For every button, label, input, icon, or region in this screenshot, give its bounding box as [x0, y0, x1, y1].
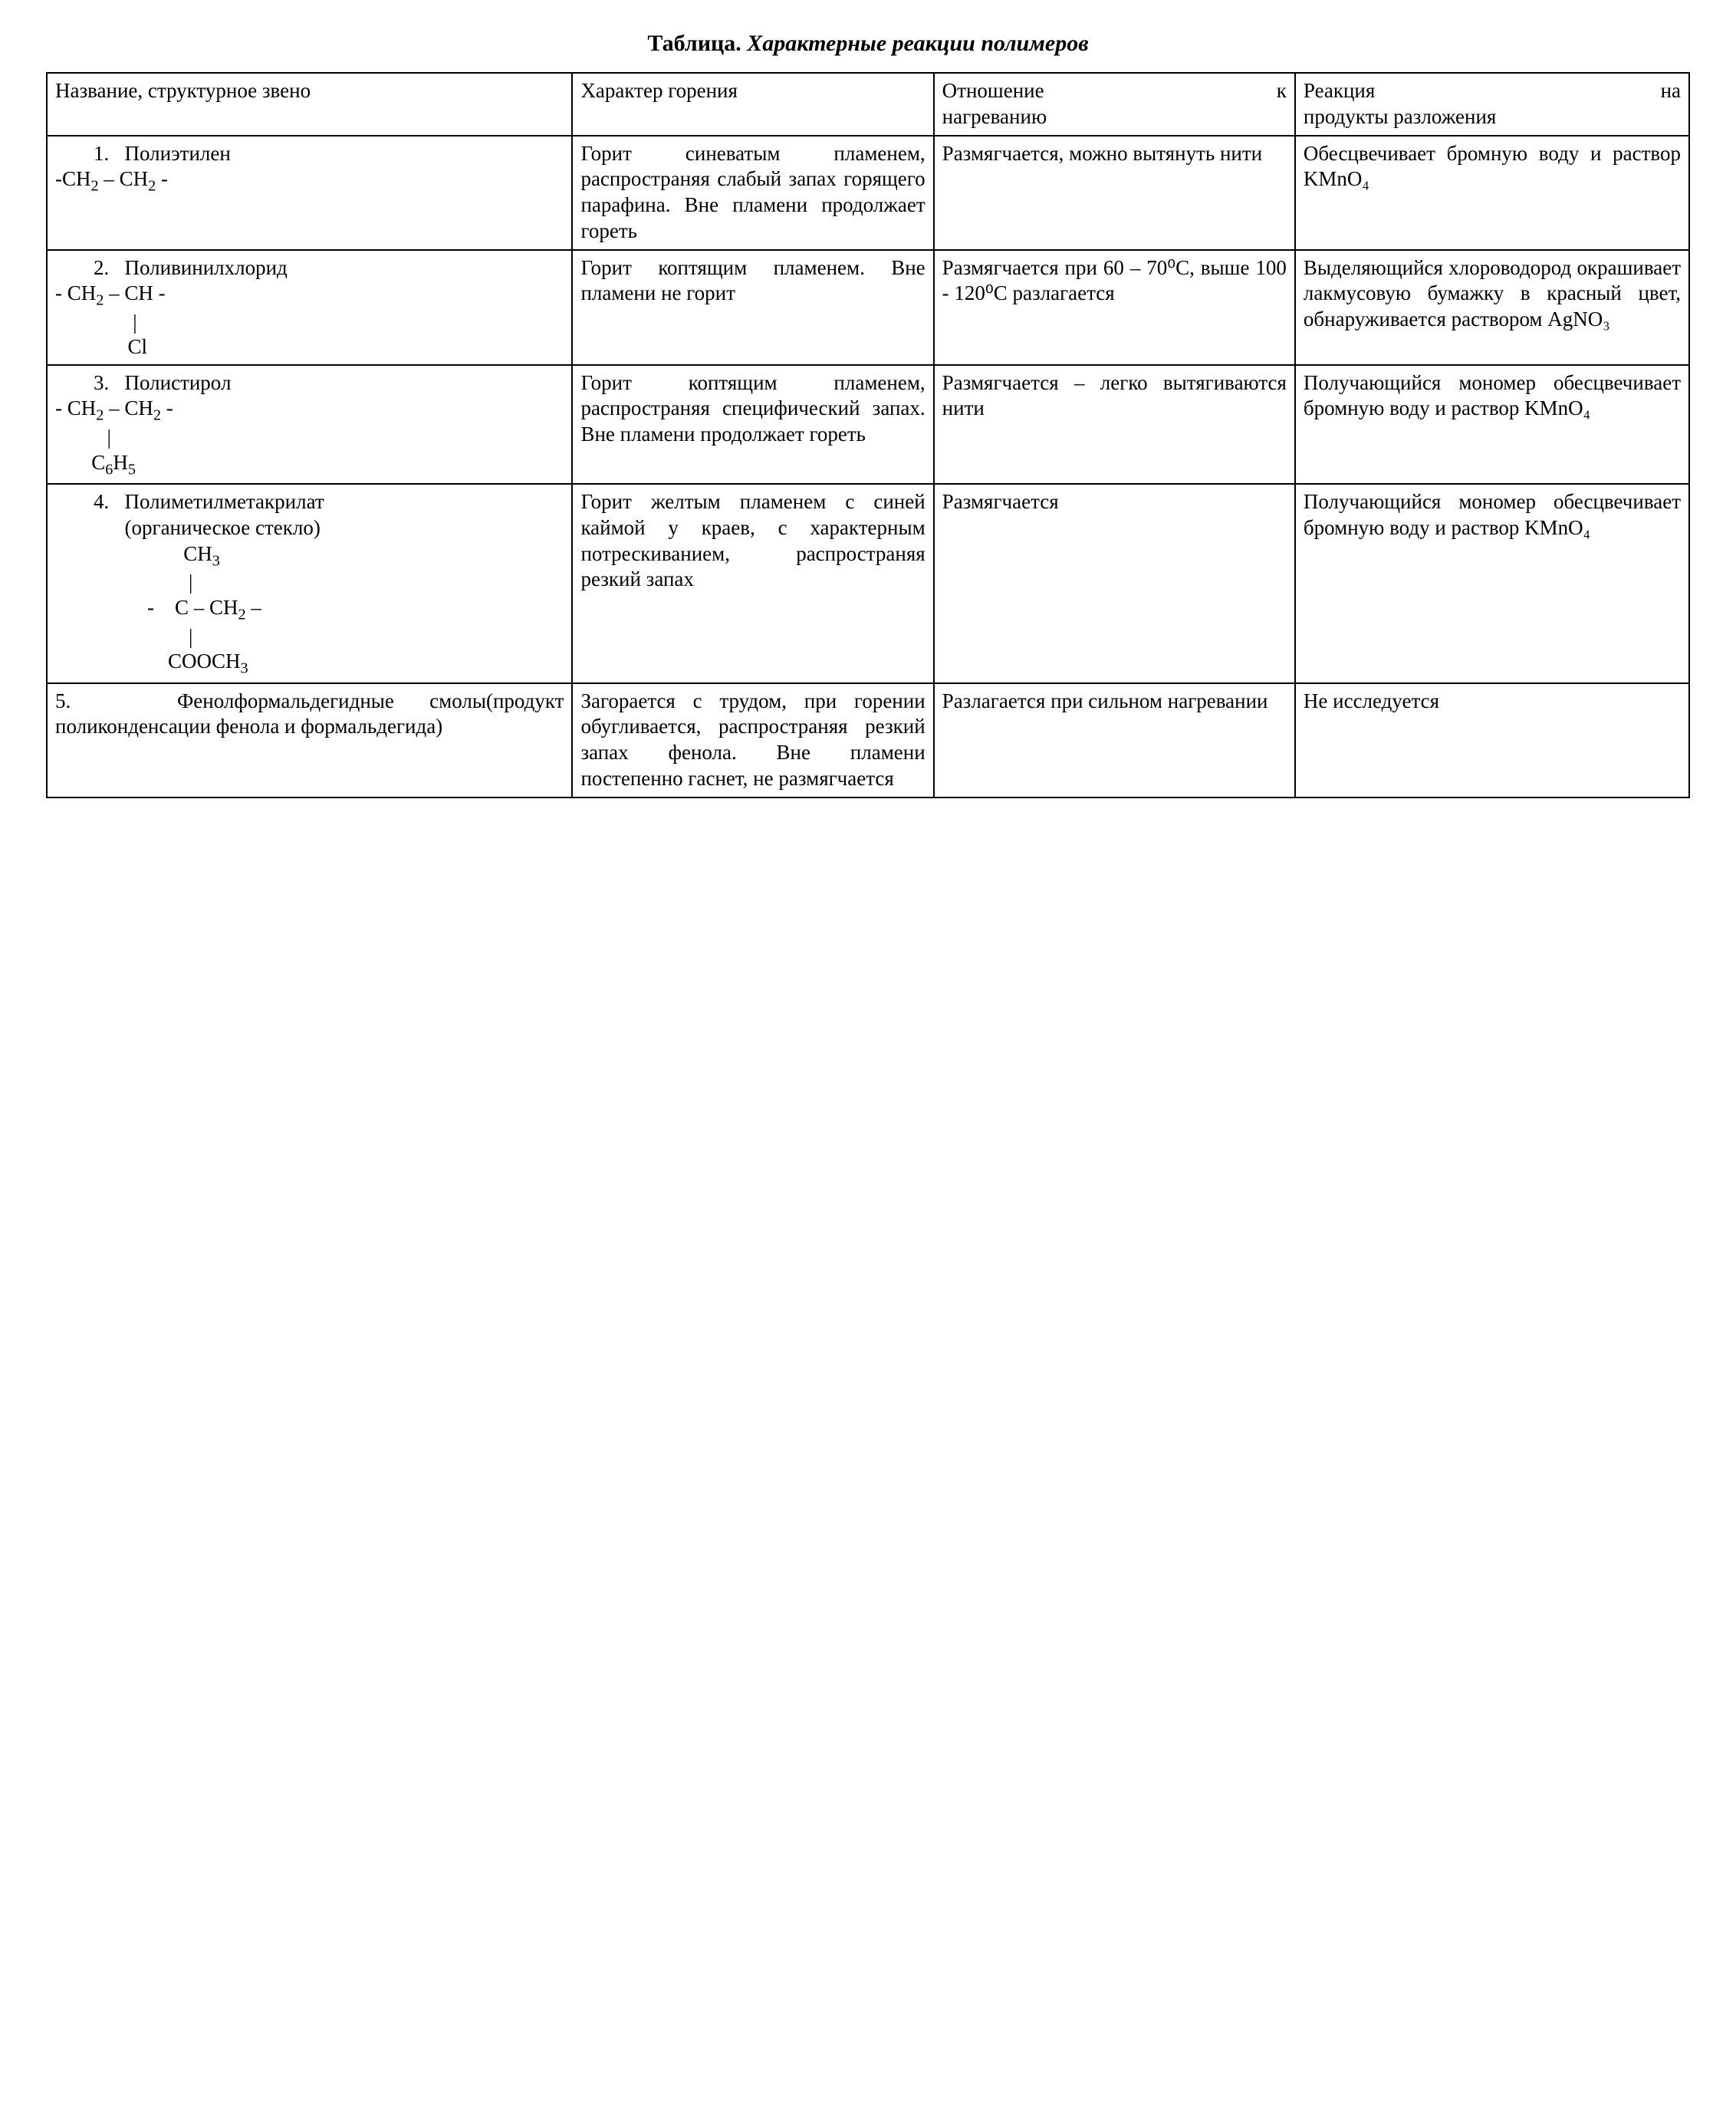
- cell-burning: Загорается с трудом, при горении обуглив…: [572, 683, 933, 798]
- cell-burning: Горит синеватым пламенем, распространяя …: [572, 136, 933, 250]
- cell-name: 4. Полиметилметакрилат (органическое сте…: [47, 484, 572, 682]
- table-row: 1. Полиэтилен-CH2 – CH2 -Горит синеватым…: [47, 136, 1689, 250]
- cell-burning: Горит коптящим пламенем. Вне пламени не …: [572, 250, 933, 365]
- header-col2: Характер горения: [572, 73, 933, 136]
- table-row: 3. Полистирол- CH2 – CH2 - | C6H5Горит к…: [47, 365, 1689, 485]
- cell-reaction: Получающийся мономер обесцвечивает бромн…: [1295, 365, 1689, 485]
- cell-heating: Размягчается: [934, 484, 1295, 682]
- table-row: 2. Поливинилхлорид- CH2 – CH - | ClГорит…: [47, 250, 1689, 365]
- header-col3: Отношениекнагреванию: [934, 73, 1295, 136]
- title-prefix: Таблица.: [647, 31, 741, 56]
- cell-reaction: Обесцвечивает бромную воду и раствор KMn…: [1295, 136, 1689, 250]
- cell-reaction: Получающийся мономер обесцвечивает бромн…: [1295, 484, 1689, 682]
- cell-burning: Горит коптящим пламенем, распространяя с…: [572, 365, 933, 485]
- cell-name: 5. Фенолформальдегидные смолы(продукт по…: [47, 683, 572, 798]
- polymer-reactions-table: Название, структурное звено Характер гор…: [46, 72, 1690, 798]
- cell-heating: Размягчается – легко вытягиваются нити: [934, 365, 1295, 485]
- cell-reaction: Не исследуется: [1295, 683, 1689, 798]
- cell-name: 1. Полиэтилен-CH2 – CH2 -: [47, 136, 572, 250]
- page-title: Таблица. Характерные реакции полимеров: [46, 31, 1690, 57]
- title-main: Характерные реакции полимеров: [747, 31, 1088, 56]
- table-row: 4. Полиметилметакрилат (органическое сте…: [47, 484, 1689, 682]
- header-col1: Название, структурное звено: [47, 73, 572, 136]
- cell-name: 2. Поливинилхлорид- CH2 – CH - | Cl: [47, 250, 572, 365]
- cell-heating: Разлагается при сильном нагревании: [934, 683, 1295, 798]
- table-row: 5. Фенолформальдегидные смолы(продукт по…: [47, 683, 1689, 798]
- cell-burning: Горит желтым пламенем с синей каймой у к…: [572, 484, 933, 682]
- cell-heating: Размягчается, можно вытянуть нити: [934, 136, 1295, 250]
- header-col4: Реакциянапродукты разложения: [1295, 73, 1689, 136]
- cell-reaction: Выделяющийся хлороводород окрашивает лак…: [1295, 250, 1689, 365]
- table-header-row: Название, структурное звено Характер гор…: [47, 73, 1689, 136]
- cell-heating: Размягчается при 60 – 70⁰С, выше 100 - 1…: [934, 250, 1295, 365]
- cell-name: 3. Полистирол- CH2 – CH2 - | C6H5: [47, 365, 572, 485]
